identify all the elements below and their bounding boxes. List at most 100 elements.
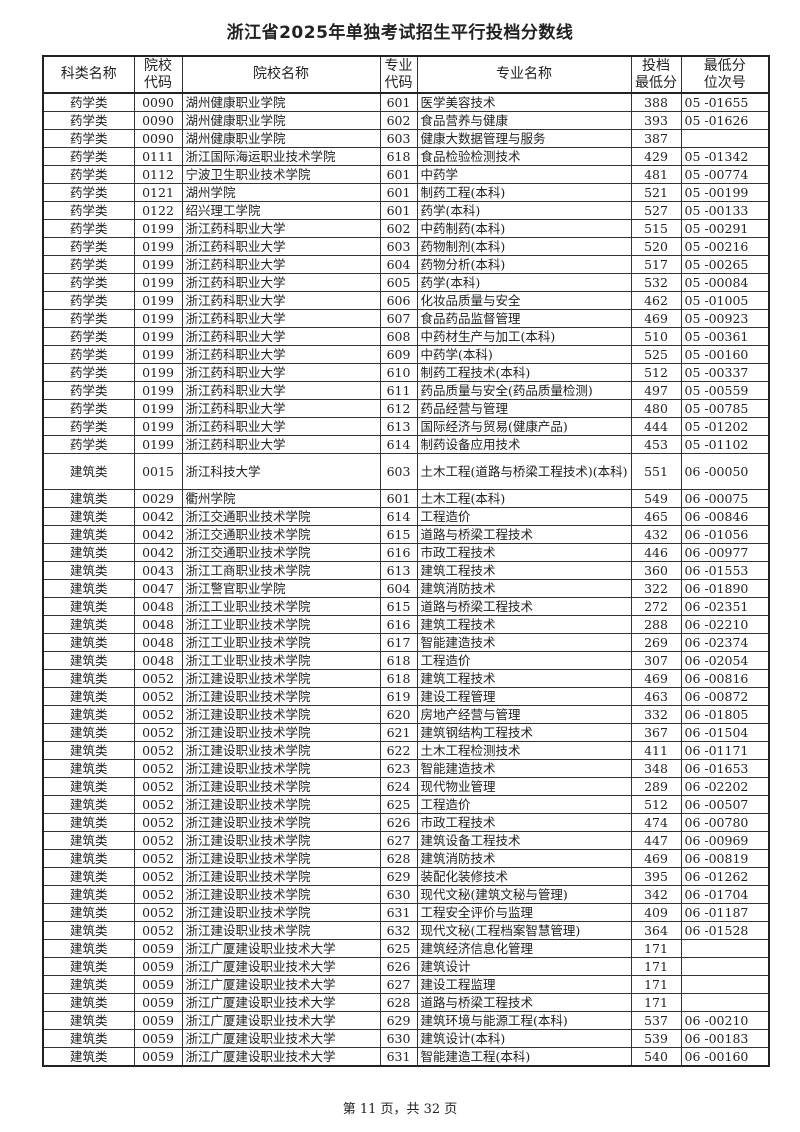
category-cell: 建筑类 xyxy=(42,849,135,868)
school-name-cell: 浙江广厦建设职业技术大学 xyxy=(181,1029,381,1048)
major-code-cell: 618 xyxy=(379,147,418,166)
min-score-cell: 512 xyxy=(630,363,682,382)
table-row: 建筑类 0052 浙江建设职业技术学院 631 工程安全评价与监理 409 06 -0118… xyxy=(42,903,770,922)
table-row: 建筑类 0052 浙江建设职业技术学院 632 现代文秘(工程档案智慧管理) 364 06 … xyxy=(42,921,770,940)
min-rank-cell: 05 -01005 xyxy=(680,291,770,310)
major-name-cell: 土木工程(道路与桥梁工程技术)(本科) xyxy=(416,453,632,490)
min-score-cell: 481 xyxy=(630,165,682,184)
min-rank-cell: 05 -00337 xyxy=(680,363,770,382)
category-cell: 药学类 xyxy=(42,165,135,184)
category-cell: 建筑类 xyxy=(42,489,135,508)
category-cell: 建筑类 xyxy=(42,525,135,544)
major-name-cell: 药物制剂(本科) xyxy=(416,237,632,256)
school-name-cell: 湖州健康职业学院 xyxy=(181,129,381,148)
major-name-cell: 国际经济与贸易(健康产品) xyxy=(416,417,632,436)
score-table: 科类名称 院校 代码 院校名称 专业 代码 专业名称 投档 最低分 最低分 位次… xyxy=(42,55,770,1067)
min-rank-cell: 06 -01171 xyxy=(680,741,770,760)
major-code-cell: 603 xyxy=(379,237,418,256)
school-name-cell: 浙江药科职业大学 xyxy=(181,381,381,400)
school-code-cell: 0059 xyxy=(133,1029,183,1048)
min-score-cell: 512 xyxy=(630,795,682,814)
table-row: 药学类 0090 湖州健康职业学院 601 医学美容技术 388 05 -01655 xyxy=(42,92,770,112)
min-score-cell: 171 xyxy=(630,975,682,994)
min-rank-cell: 06 -00075 xyxy=(680,489,770,508)
table-row: 建筑类 0043 浙江工商职业技术学院 613 建筑工程技术 360 06 -01553 xyxy=(42,561,770,580)
min-score-cell: 332 xyxy=(630,705,682,724)
category-cell: 建筑类 xyxy=(42,903,135,922)
category-cell: 建筑类 xyxy=(42,705,135,724)
school-code-cell: 0052 xyxy=(133,849,183,868)
school-name-cell: 浙江广厦建设职业技术大学 xyxy=(181,939,381,958)
school-name-cell: 浙江工业职业技术学院 xyxy=(181,615,381,634)
table-row: 建筑类 0059 浙江广厦建设职业技术大学 630 建筑设计(本科) 539 06 -001… xyxy=(42,1029,770,1048)
school-name-cell: 浙江建设职业技术学院 xyxy=(181,741,381,760)
school-code-cell: 0042 xyxy=(133,525,183,544)
school-code-cell: 0052 xyxy=(133,903,183,922)
school-code-cell: 0052 xyxy=(133,813,183,832)
major-name-cell: 建筑钢结构工程技术 xyxy=(416,723,632,742)
school-code-cell: 0121 xyxy=(133,183,183,202)
min-rank-cell: 06 -00050 xyxy=(680,453,770,490)
min-score-cell: 429 xyxy=(630,147,682,166)
major-name-cell: 建筑工程技术 xyxy=(416,615,632,634)
table-row: 建筑类 0052 浙江建设职业技术学院 629 装配化装修技术 395 06 -01262 xyxy=(42,867,770,886)
major-code-cell: 601 xyxy=(379,489,418,508)
school-code-cell: 0052 xyxy=(133,741,183,760)
school-code-cell: 0047 xyxy=(133,579,183,598)
category-cell: 建筑类 xyxy=(42,813,135,832)
category-cell: 建筑类 xyxy=(42,867,135,886)
major-code-cell: 617 xyxy=(379,633,418,652)
table-row: 建筑类 0042 浙江交通职业技术学院 614 工程造价 465 06 -00846 xyxy=(42,507,770,526)
category-cell: 建筑类 xyxy=(42,543,135,562)
category-cell: 药学类 xyxy=(42,237,135,256)
min-rank-cell: 06 -01805 xyxy=(680,705,770,724)
min-rank-cell: 05 -01102 xyxy=(680,435,770,454)
category-cell: 药学类 xyxy=(42,111,135,130)
min-score-cell: 360 xyxy=(630,561,682,580)
table-row: 建筑类 0059 浙江广厦建设职业技术大学 629 建筑环境与能源工程(本科) 537 06… xyxy=(42,1011,770,1030)
min-rank-cell xyxy=(680,129,770,148)
major-name-cell: 工程安全评价与监理 xyxy=(416,903,632,922)
school-name-cell: 浙江交通职业技术学院 xyxy=(181,543,381,562)
major-code-cell: 601 xyxy=(379,183,418,202)
table-row: 建筑类 0052 浙江建设职业技术学院 618 建筑工程技术 469 06 -00816 xyxy=(42,669,770,688)
school-code-cell: 0112 xyxy=(133,165,183,184)
school-code-cell: 0199 xyxy=(133,237,183,256)
min-rank-cell: 05 -01626 xyxy=(680,111,770,130)
major-code-cell: 632 xyxy=(379,921,418,940)
school-name-cell: 浙江建设职业技术学院 xyxy=(181,867,381,886)
school-code-cell: 0052 xyxy=(133,867,183,886)
min-score-cell: 411 xyxy=(630,741,682,760)
category-cell: 建筑类 xyxy=(42,651,135,670)
school-name-cell: 浙江广厦建设职业技术大学 xyxy=(181,957,381,976)
table-row: 建筑类 0059 浙江广厦建设职业技术大学 631 智能建造工程(本科) 540 06 -0… xyxy=(42,1047,770,1067)
major-code-cell: 627 xyxy=(379,975,418,994)
major-code-cell: 626 xyxy=(379,813,418,832)
min-score-cell: 532 xyxy=(630,273,682,292)
table-row: 药学类 0199 浙江药科职业大学 603 药物制剂(本科) 520 05 -00216 xyxy=(42,237,770,256)
school-name-cell: 浙江建设职业技术学院 xyxy=(181,813,381,832)
min-rank-cell: 05 -00216 xyxy=(680,237,770,256)
major-name-cell: 药学(本科) xyxy=(416,201,632,220)
major-code-cell: 615 xyxy=(379,525,418,544)
major-name-cell: 建筑工程技术 xyxy=(416,669,632,688)
school-name-cell: 浙江建设职业技术学院 xyxy=(181,849,381,868)
table-row: 建筑类 0052 浙江建设职业技术学院 619 建设工程管理 463 06 -00872 xyxy=(42,687,770,706)
min-rank-cell: 06 -00160 xyxy=(680,1047,770,1067)
min-rank-cell: 06 -00183 xyxy=(680,1029,770,1048)
major-name-cell: 中药学(本科) xyxy=(416,345,632,364)
school-code-cell: 0090 xyxy=(133,129,183,148)
min-rank-cell: 05 -00923 xyxy=(680,309,770,328)
major-code-cell: 601 xyxy=(379,201,418,220)
school-name-cell: 浙江药科职业大学 xyxy=(181,345,381,364)
category-cell: 建筑类 xyxy=(42,723,135,742)
table-row: 药学类 0199 浙江药科职业大学 604 药物分析(本科) 517 05 -00265 xyxy=(42,255,770,274)
header-school-code: 院校 代码 xyxy=(133,55,183,94)
school-code-cell: 0029 xyxy=(133,489,183,508)
category-cell: 建筑类 xyxy=(42,669,135,688)
min-score-cell: 289 xyxy=(630,777,682,796)
school-name-cell: 浙江国际海运职业技术学院 xyxy=(181,147,381,166)
school-name-cell: 浙江药科职业大学 xyxy=(181,417,381,436)
table-row: 建筑类 0052 浙江建设职业技术学院 622 土木工程检测技术 411 06 -01171 xyxy=(42,741,770,760)
min-rank-cell: 06 -00507 xyxy=(680,795,770,814)
